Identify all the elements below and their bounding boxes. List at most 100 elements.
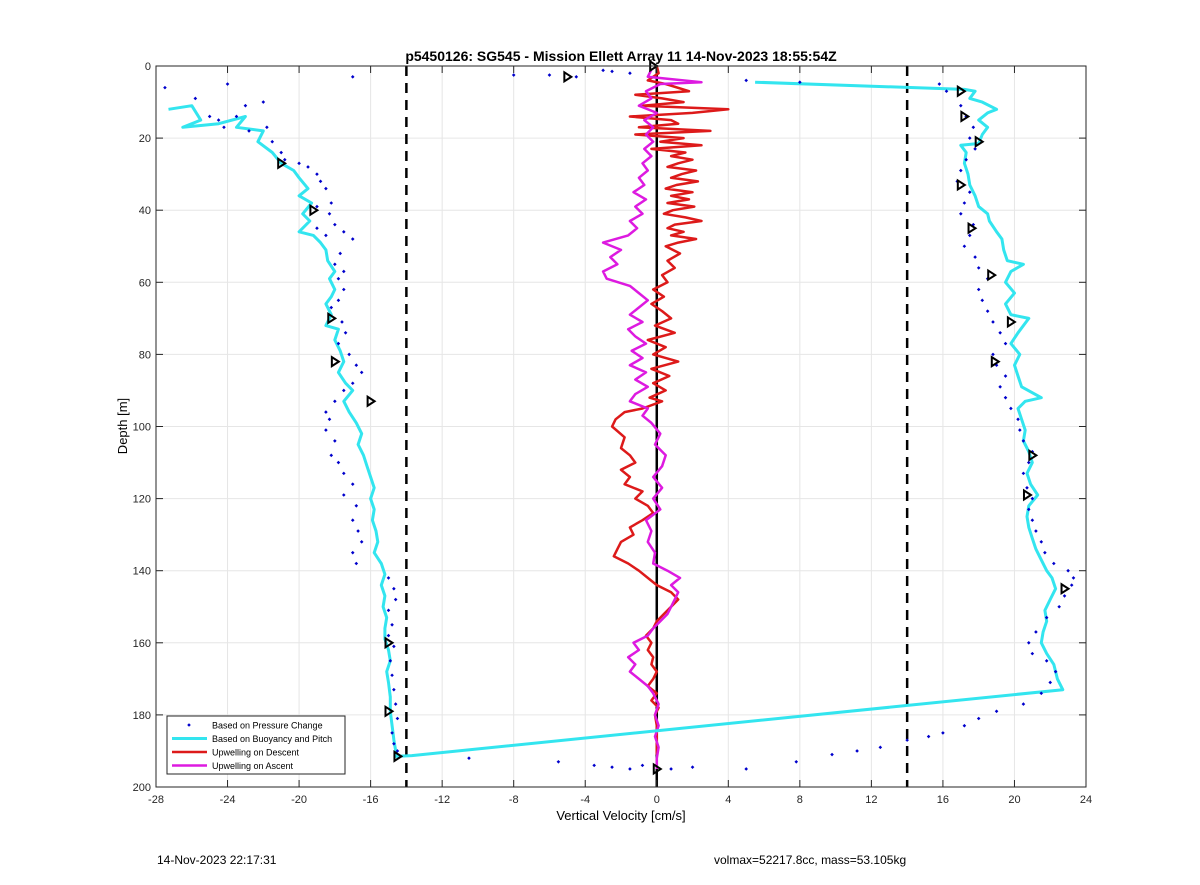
- data-point-based-on-pressure-change: [959, 212, 963, 216]
- data-point-based-on-pressure-change: [354, 504, 359, 508]
- data-point-based-on-pressure-change: [1021, 471, 1026, 476]
- data-point-based-on-pressure-change: [1048, 680, 1053, 685]
- data-point-based-on-pressure-change: [1066, 568, 1070, 573]
- x-axis-label: Vertical Velocity [cm/s]: [556, 808, 685, 823]
- marker-triangle-right: [309, 203, 320, 217]
- data-point-based-on-pressure-change: [971, 125, 976, 130]
- marker-triangle-right: [393, 750, 404, 763]
- data-point-based-on-pressure-change: [359, 370, 364, 375]
- data-point-based-on-pressure-change: [1003, 341, 1008, 346]
- data-point-based-on-pressure-change: [386, 576, 391, 580]
- y-tick-label: 120: [133, 494, 151, 506]
- marker-triangle-right: [652, 762, 663, 776]
- data-point-based-on-pressure-change: [234, 114, 239, 119]
- x-tick-label: 16: [937, 794, 949, 806]
- data-point-based-on-pressure-change: [350, 381, 355, 386]
- data-point-based-on-pressure-change: [601, 68, 605, 73]
- data-point-based-on-pressure-change: [959, 103, 963, 108]
- data-point-based-on-pressure-change: [1034, 630, 1038, 634]
- marker-triangle-right: [1060, 582, 1071, 596]
- marker-triangle-right: [956, 178, 967, 192]
- data-point-based-on-pressure-change: [926, 734, 931, 739]
- legend-entry-label: Upwelling on Ascent: [212, 761, 294, 771]
- data-point-based-on-pressure-change: [341, 493, 346, 497]
- data-point-based-on-pressure-change: [964, 157, 968, 162]
- data-point-based-on-pressure-change: [1044, 615, 1049, 620]
- data-point-based-on-pressure-change: [556, 759, 561, 764]
- data-point-based-on-pressure-change: [350, 482, 355, 486]
- data-point-based-on-pressure-change: [976, 266, 981, 270]
- data-point-based-on-pressure-change: [669, 767, 673, 771]
- data-point-based-on-pressure-change: [998, 330, 1002, 335]
- data-point-based-on-pressure-change: [994, 709, 999, 714]
- data-point-based-on-pressure-change: [937, 82, 942, 86]
- x-tick-label: 24: [1080, 794, 1092, 806]
- data-point-based-on-pressure-change: [392, 644, 396, 649]
- data-point-based-on-pressure-change: [744, 78, 748, 83]
- data-point-based-on-pressure-change: [1021, 702, 1026, 706]
- marker-triangle-right: [366, 394, 377, 408]
- data-point-based-on-pressure-change: [1003, 374, 1008, 378]
- legend-entry-label: Based on Pressure Change: [212, 721, 323, 731]
- data-point-based-on-pressure-change: [574, 75, 579, 79]
- data-point-based-on-pressure-change: [350, 75, 355, 79]
- data-point-based-on-pressure-change: [390, 622, 394, 627]
- data-point-based-on-pressure-change: [356, 529, 360, 533]
- data-point-based-on-pressure-change: [390, 673, 394, 678]
- data-point-based-on-pressure-change: [1053, 669, 1058, 674]
- marker-triangle-right: [384, 704, 395, 718]
- data-point-based-on-pressure-change: [324, 410, 328, 414]
- x-tick-label: -12: [434, 794, 450, 806]
- marker-triangle-right: [384, 636, 395, 650]
- data-point-based-on-pressure-change: [1003, 395, 1008, 400]
- marker-triangle-right: [330, 355, 341, 368]
- data-point-based-on-pressure-change: [991, 320, 995, 324]
- marker-triangle-right: [563, 70, 574, 84]
- data-point-based-on-pressure-change: [973, 255, 977, 259]
- x-tick-label: 0: [654, 794, 660, 806]
- y-tick-label: 200: [133, 782, 151, 794]
- data-point-based-on-pressure-change: [1039, 540, 1044, 544]
- data-point-based-on-pressure-change: [390, 731, 394, 735]
- data-point-based-on-pressure-change: [324, 186, 328, 191]
- data-point-based-on-pressure-change: [333, 399, 337, 404]
- data-point-based-on-pressure-change: [350, 550, 355, 555]
- data-point-based-on-pressure-change: [338, 251, 343, 256]
- data-point-based-on-pressure-change: [1030, 518, 1035, 523]
- data-point-based-on-pressure-change: [207, 114, 212, 119]
- x-tick-label: 4: [725, 794, 731, 806]
- data-point-based-on-pressure-change: [163, 85, 167, 90]
- data-point-based-on-pressure-change: [941, 731, 945, 735]
- y-axis-label: Depth [m]: [115, 398, 130, 454]
- data-point-based-on-pressure-change: [306, 165, 310, 169]
- legend: Based on Pressure Change Based on Buoyanc…: [166, 715, 346, 775]
- data-point-based-on-pressure-change: [610, 765, 614, 769]
- marker-triangle-right: [956, 84, 967, 98]
- y-tick-label: 20: [139, 133, 151, 145]
- data-point-based-on-pressure-change: [388, 659, 393, 663]
- data-point-based-on-pressure-change: [962, 723, 967, 728]
- y-tick-label: 160: [133, 638, 151, 650]
- data-point-based-on-pressure-change: [327, 417, 332, 422]
- series-layer: [163, 59, 1076, 776]
- data-point-based-on-pressure-change: [973, 147, 977, 151]
- y-tick-label: 100: [133, 422, 151, 434]
- data-point-based-on-pressure-change: [1018, 428, 1022, 432]
- data-point-based-on-pressure-change: [1026, 507, 1031, 512]
- data-point-based-on-pressure-change: [959, 168, 963, 173]
- data-point-based-on-pressure-change: [1030, 651, 1035, 656]
- footer-volmax-mass: volmax=52217.8cc, mass=53.105kg: [714, 853, 907, 867]
- data-point-based-on-pressure-change: [324, 233, 328, 238]
- data-point-based-on-pressure-change: [386, 608, 391, 613]
- chart-title: p5450126: SG545 - Mission Ellett Array 1…: [405, 48, 837, 64]
- data-point-based-on-pressure-change: [944, 89, 949, 94]
- legend-entry-label: Upwelling on Descent: [212, 748, 300, 758]
- legend-entry-label: Based on Buoyancy and Pitch: [212, 734, 332, 744]
- data-point-based-on-pressure-change: [347, 352, 351, 357]
- data-point-based-on-pressure-change: [386, 633, 391, 638]
- data-point-based-on-pressure-change: [592, 763, 596, 768]
- data-point-based-on-pressure-change: [830, 752, 834, 757]
- data-point-based-on-pressure-change: [1069, 583, 1074, 587]
- data-point-based-on-pressure-change: [1062, 594, 1067, 598]
- data-point-based-on-pressure-change: [341, 230, 346, 234]
